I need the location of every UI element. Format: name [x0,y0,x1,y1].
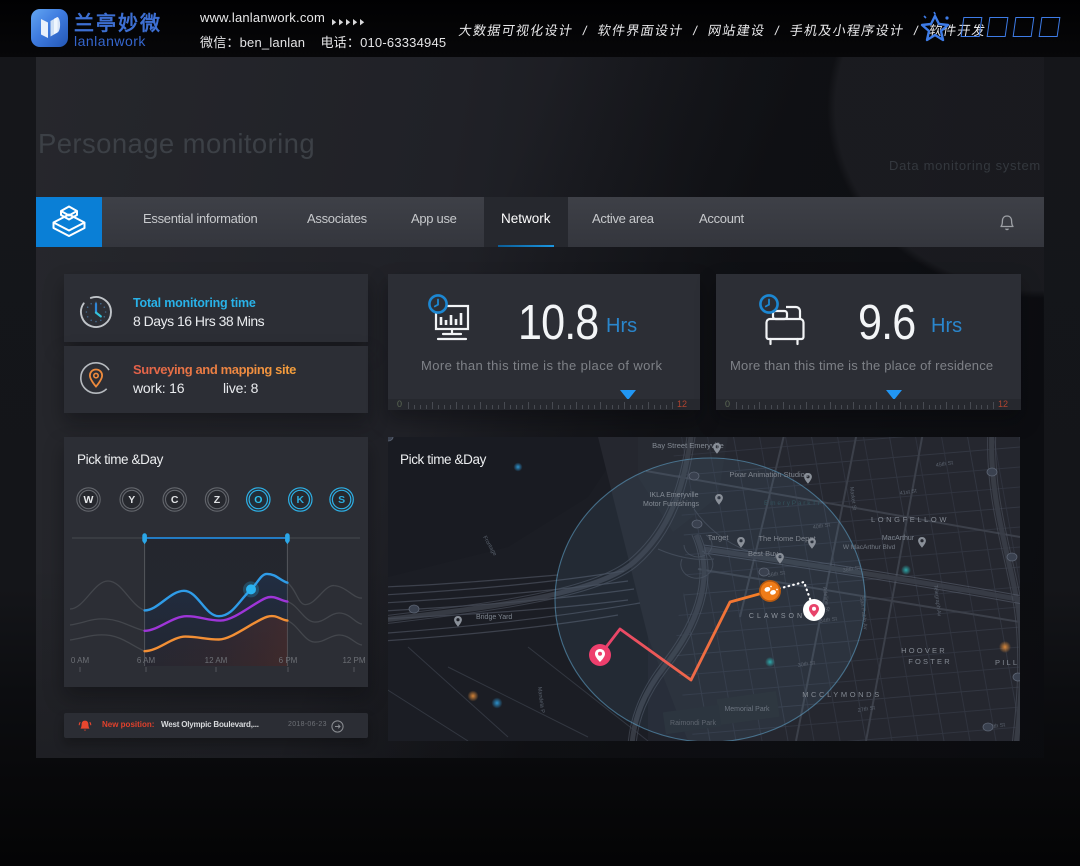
svg-text:CLAWSON: CLAWSON [749,613,805,620]
svg-text:Best Buy: Best Buy [748,549,778,558]
svg-text:45th St: 45th St [935,460,954,469]
svg-text:Mandela P: Mandela P [536,687,545,714]
svg-text:34th St: 34th St [819,616,838,625]
svg-text:12 AM: 12 AM [205,656,228,665]
svg-text:36th St: 36th St [767,570,786,579]
svg-text:6 PM: 6 PM [279,656,298,665]
svg-text:FOSTER: FOSTER [908,657,952,666]
svg-text:Memorial Park: Memorial Park [724,706,770,713]
svg-text:27th St: 27th St [987,722,1006,731]
svg-text:Bridge Yard: Bridge Yard [476,614,512,621]
svg-text:MCCLYMONDS: MCCLYMONDS [802,690,882,699]
svg-text:IKLA Emeryville: IKLA Emeryville [649,492,698,499]
svg-text:K: K [297,494,305,506]
svg-text:LONGFELLOW: LONGFELLOW [871,515,949,524]
svg-text:Bay Street Emeryville: Bay Street Emeryville [652,441,724,450]
svg-text:Pixar Animation Studios: Pixar Animation Studios [729,470,808,479]
svg-text:O: O [254,494,262,506]
svg-text:30th St: 30th St [797,660,816,669]
svg-text:40th St: 40th St [812,522,831,531]
svg-text:E m e r y P a r k T r: E m e r y P a r k T r [764,500,821,507]
svg-text:0 AM: 0 AM [71,656,90,665]
svg-text:W: W [84,494,94,506]
svg-text:Adeline St: Adeline St [821,587,830,613]
svg-text:MacArthur: MacArthur [882,535,915,542]
svg-text:HOOVER: HOOVER [901,646,947,655]
svg-text:41st St: 41st St [899,488,917,497]
svg-text:38th St: 38th St [842,565,861,574]
svg-text:S: S [338,494,345,506]
svg-text:Market St: Market St [848,487,857,512]
svg-text:6 AM: 6 AM [137,656,156,665]
svg-text:San Pablo Av: San Pablo Av [858,597,868,631]
svg-text:12 PM: 12 PM [342,656,365,665]
svg-text:Telegraph Av: Telegraph Av [932,585,942,617]
svg-text:PILL HI: PILL HI [995,658,1020,667]
svg-text:Motor Furnishings: Motor Furnishings [643,501,700,508]
svg-text:27th St: 27th St [857,705,876,714]
svg-text:Y: Y [128,494,135,506]
svg-text:The Home Depot: The Home Depot [758,534,816,543]
svg-text:Target: Target [708,533,730,542]
svg-text:W MacArthur Blvd: W MacArthur Blvd [843,544,896,551]
svg-text:Z: Z [214,494,221,506]
svg-text:C: C [171,494,179,506]
svg-text:Raimondi Park: Raimondi Park [670,720,716,727]
